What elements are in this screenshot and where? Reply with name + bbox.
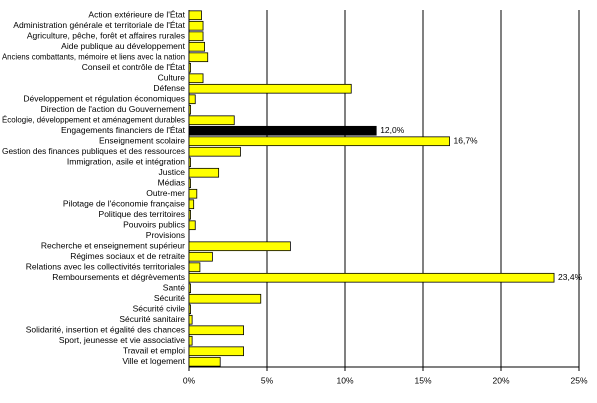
y-tick-label: Outre-mer (146, 188, 185, 198)
y-tick-label: Solidarité, insertion et égalité des cha… (26, 325, 185, 335)
bar (188, 356, 221, 367)
x-tick-label: 5% (261, 375, 274, 385)
y-tick-label: Gestion des finances publiques et des re… (2, 146, 185, 156)
bar (188, 283, 191, 294)
bar (188, 262, 201, 273)
y-tick-label: Ville et logement (122, 356, 185, 366)
y-tick-label: Sécurité civile (133, 304, 186, 314)
y-tick-label: Pouvoirs publics (123, 220, 185, 230)
y-tick-label: Recherche et enseignement supérieur (41, 241, 185, 251)
bar (188, 125, 377, 136)
y-tick-label: Enseignement scolaire (99, 136, 185, 146)
y-tick-label: Pilotage de l'économie française (63, 199, 185, 209)
y-tick-label: Administration générale et territoriale … (13, 20, 185, 30)
bar (188, 94, 196, 105)
bar (188, 73, 204, 84)
y-tick-label: Régimes sociaux et de retraite (70, 251, 185, 261)
bar (188, 136, 450, 147)
bar (188, 188, 198, 199)
y-tick-label: Politique des territoires (99, 209, 185, 219)
y-tick-label: Justice (159, 167, 186, 177)
bar (188, 157, 191, 168)
y-tick-label: Culture (158, 73, 186, 83)
y-tick-label: Conseil et contrôle de l'État (82, 62, 186, 72)
bar (188, 304, 191, 315)
y-tick-label: Développement et régulation économiques (23, 94, 185, 104)
bar (188, 31, 204, 42)
y-tick-label: Direction de l'action du Gouvernement (41, 104, 186, 114)
bar (188, 335, 193, 346)
bar (188, 104, 191, 115)
y-tick-label: Travail et emploi (123, 346, 185, 356)
y-tick-label: Anciens combattants, mémoire et liens av… (2, 52, 185, 62)
bar (188, 146, 241, 157)
x-tick-label: 15% (414, 375, 431, 385)
y-tick-label: Provisions (146, 230, 185, 240)
bar (188, 251, 213, 262)
bar (188, 62, 191, 73)
bar (188, 346, 244, 357)
bar (188, 241, 291, 252)
x-tick-label: 10% (336, 375, 353, 385)
value-label: 23,4% (558, 272, 583, 282)
bar (188, 10, 202, 21)
bar (188, 209, 191, 220)
bar (188, 325, 244, 336)
y-tick-label: Médias (158, 178, 185, 188)
y-tick-label: Sécurité sanitaire (119, 314, 185, 324)
x-tick-label: 25% (570, 375, 587, 385)
value-label: 16,7% (454, 136, 479, 146)
bar (188, 41, 205, 52)
y-tick-label: Sécurité (154, 293, 185, 303)
y-tick-label: Santé (163, 283, 185, 293)
bar (188, 314, 193, 325)
x-tick-label: 20% (492, 375, 509, 385)
bar (188, 272, 555, 283)
y-tick-label: Engagements financiers de l'État (61, 125, 186, 135)
value-label: 12,0% (380, 125, 405, 135)
bar (188, 293, 262, 304)
x-tick-label: 0% (183, 375, 196, 385)
y-tick-label: Action extérieure de l'État (88, 10, 185, 20)
y-tick-label: Défense (153, 83, 185, 93)
y-tick-label: Aide publique au développement (61, 41, 185, 51)
bar (188, 220, 196, 231)
y-tick-label: Sport, jeunesse et vie associative (59, 335, 185, 345)
bar (188, 52, 209, 63)
bar (188, 167, 220, 178)
y-tick-label: Agriculture, pêche, forêt et affaires ru… (27, 31, 185, 41)
bar (188, 115, 235, 126)
y-tick-label: Immigration, asile et intégration (67, 157, 185, 167)
bar (188, 199, 195, 210)
bar (188, 178, 191, 189)
bar (188, 83, 352, 94)
y-tick-label: Écologie, développement et aménagement d… (2, 115, 185, 125)
bar (188, 20, 204, 31)
y-tick-label: Relations avec les collectivités territo… (26, 262, 185, 272)
y-tick-label: Remboursements et dégrèvements (52, 272, 185, 282)
